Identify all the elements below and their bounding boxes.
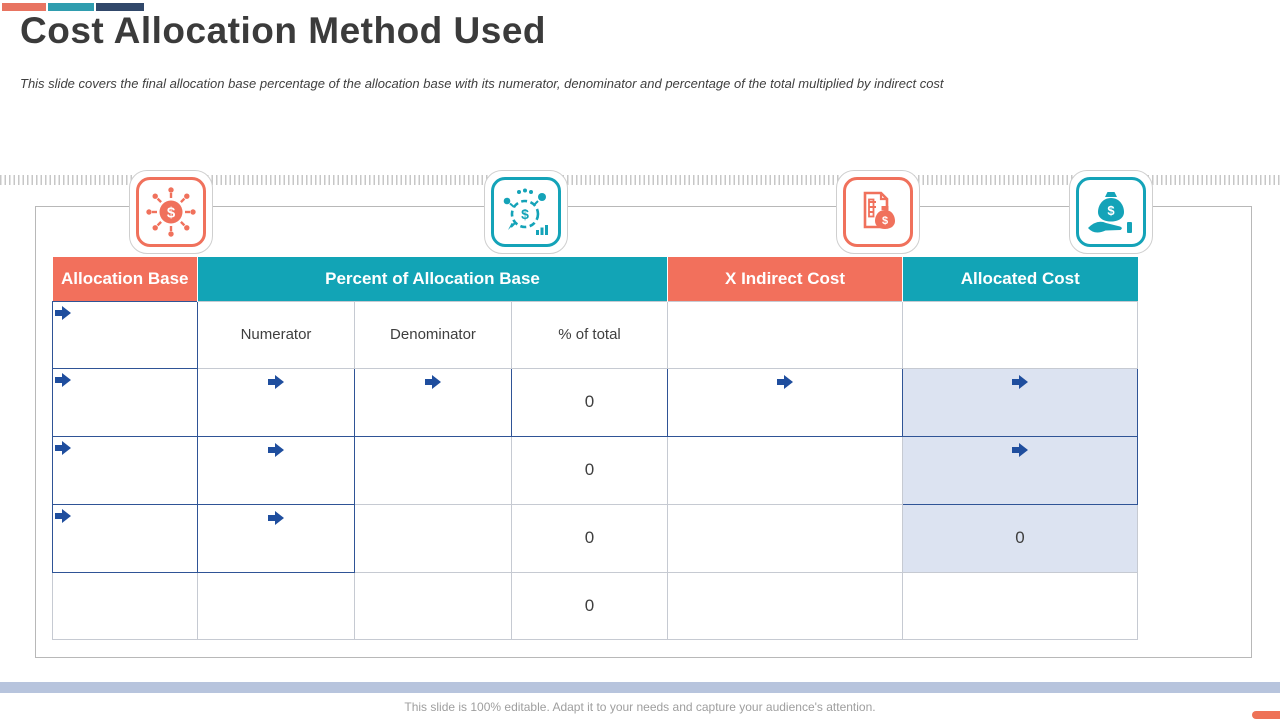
cost-allocation-table: Allocation Base Percent of Allocation Ba…: [52, 257, 1138, 640]
cell-row4-pct-of-total[interactable]: 0: [511, 571, 668, 640]
footer-note: This slide is 100% editable. Adapt it to…: [404, 700, 876, 714]
accent-bar-teal: [48, 3, 94, 11]
cell-row1-pct-of-total[interactable]: 0: [511, 367, 668, 437]
footer-accent-bar: [0, 682, 1280, 693]
dollar-network-icon: $: [129, 170, 213, 254]
cell-allocation-base-label[interactable]: [52, 300, 198, 369]
cell-row1-allocated-cost[interactable]: [902, 367, 1138, 437]
invoice-money-bag-icon-frame: $: [843, 177, 913, 247]
cell-row2-denominator[interactable]: [354, 435, 512, 505]
cell-row3-denominator[interactable]: [354, 503, 512, 573]
dollar-gauge-icon: $: [484, 170, 568, 254]
cell-row3-x-indirect-cost[interactable]: [667, 503, 903, 573]
arrow-icon: [268, 510, 284, 525]
subheader-numerator: Numerator: [197, 300, 355, 369]
arrow-icon: [1012, 442, 1028, 457]
arrow-icon: [55, 305, 71, 320]
cell-row2-allocation-base[interactable]: [52, 435, 198, 505]
cell-row2-pct-of-total[interactable]: 0: [511, 435, 668, 505]
svg-text:$: $: [521, 206, 529, 222]
accent-bar-orange: [2, 3, 46, 11]
cell-row1-numerator[interactable]: [197, 367, 355, 437]
header-allocation-base: Allocation Base: [52, 257, 198, 301]
cell-row3-allocated-cost[interactable]: 0: [902, 503, 1138, 573]
subheader-denominator: Denominator: [354, 300, 512, 369]
dollar-network-icon-frame: $: [136, 177, 206, 247]
content-frame: [35, 206, 1252, 658]
arrow-icon: [1012, 374, 1028, 389]
cell-row3-allocation-base[interactable]: [52, 503, 198, 573]
dotted-divider: [0, 175, 1280, 185]
arrow-icon: [425, 374, 441, 389]
arrow-icon: [777, 374, 793, 389]
svg-text:$: $: [882, 215, 888, 227]
arrow-icon: [55, 508, 71, 523]
cell-row4-numerator[interactable]: [197, 571, 355, 640]
page-title: Cost Allocation Method Used: [20, 10, 547, 51]
slide-subtitle: This slide covers the final allocation b…: [20, 76, 944, 91]
cell-row1-allocation-base[interactable]: [52, 367, 198, 437]
cell-empty[interactable]: [902, 300, 1138, 369]
cell-row4-allocation-base[interactable]: [52, 571, 198, 640]
invoice-money-bag-icon: $: [836, 170, 920, 254]
cell-row3-numerator[interactable]: [197, 503, 355, 573]
arrow-icon: [55, 440, 71, 455]
cell-row2-allocated-cost[interactable]: [902, 435, 1138, 505]
header-x-indirect-cost: X Indirect Cost: [667, 257, 903, 301]
corner-accent-pill: [1252, 711, 1280, 719]
hand-money-bag-icon-frame: $: [1076, 177, 1146, 247]
cell-row4-denominator[interactable]: [354, 571, 512, 640]
dollar-gauge-icon-frame: $: [491, 177, 561, 247]
accent-bar-navy: [96, 3, 144, 11]
cell-row4-allocated-cost[interactable]: [902, 571, 1138, 640]
svg-text:$: $: [1107, 203, 1115, 218]
header-allocated-cost: Allocated Cost: [902, 257, 1138, 301]
cell-row2-x-indirect-cost[interactable]: [667, 435, 903, 505]
svg-text:$: $: [167, 205, 176, 222]
cell-row1-x-indirect-cost[interactable]: [667, 367, 903, 437]
header-percent-of-allocation-base: Percent of Allocation Base: [197, 257, 668, 301]
cell-empty[interactable]: [667, 300, 903, 369]
arrow-icon: [55, 372, 71, 387]
hand-money-bag-icon: $: [1069, 170, 1153, 254]
cell-row1-denominator[interactable]: [354, 367, 512, 437]
arrow-icon: [268, 374, 284, 389]
arrow-icon: [268, 442, 284, 457]
cell-row4-x-indirect-cost[interactable]: [667, 571, 903, 640]
cell-row2-numerator[interactable]: [197, 435, 355, 505]
subheader-pct-of-total: % of total: [511, 300, 668, 369]
cell-row3-pct-of-total[interactable]: 0: [511, 503, 668, 573]
